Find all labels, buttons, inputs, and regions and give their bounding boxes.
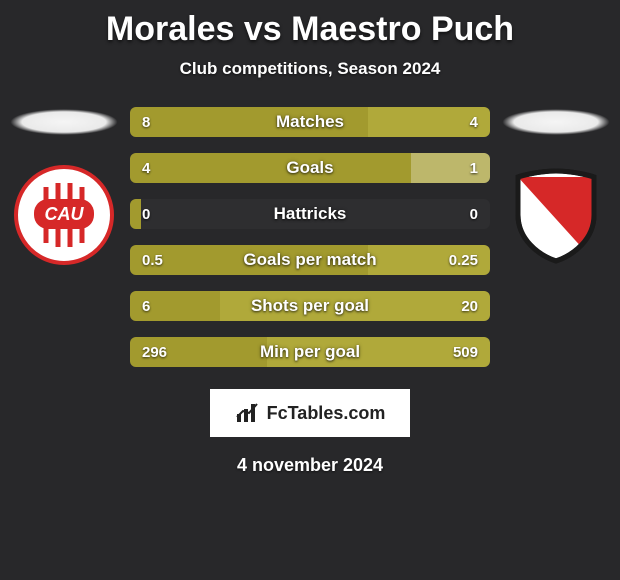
stat-row: 0.50.25Goals per match — [130, 245, 490, 275]
comparison-container: CAU 84Matches 41Goals 0 0Hattricks 0.50.25Go… — [0, 107, 620, 383]
stat-row: 296509Min per goal — [130, 337, 490, 367]
brand-watermark: FcTables.com — [210, 389, 410, 437]
footer-date: 4 november 2024 — [0, 455, 620, 476]
left-player-column: CAU — [4, 107, 124, 270]
stat-right-value: 0 — [470, 199, 478, 229]
stat-bar-left — [130, 153, 411, 183]
stat-bar-left — [130, 107, 368, 137]
stat-bars: 84Matches 41Goals 0 0Hattricks 0.50.25Goals … — [124, 107, 496, 383]
stat-bar-left — [130, 245, 368, 275]
stat-bar-right — [411, 153, 490, 183]
svg-text:CAU: CAU — [45, 204, 85, 224]
stat-row: 0 0Hattricks — [130, 199, 490, 229]
brand-chart-icon — [235, 400, 261, 426]
right-player-column — [496, 107, 616, 270]
right-team-crest — [506, 165, 606, 270]
stat-bar-left — [130, 291, 220, 321]
stat-row: 41Goals — [130, 153, 490, 183]
left-team-crest: CAU — [14, 165, 114, 270]
stat-bar-left — [130, 199, 141, 229]
stat-row: 620Shots per goal — [130, 291, 490, 321]
stat-bar-right — [368, 245, 490, 275]
brand-text: FcTables.com — [267, 403, 386, 424]
stat-bar-right — [368, 107, 490, 137]
page-subtitle: Club competitions, Season 2024 — [0, 59, 620, 79]
stat-bar-left — [130, 337, 267, 367]
stat-row: 84Matches — [130, 107, 490, 137]
stat-bar-right — [267, 337, 490, 367]
right-avatar-placeholder — [502, 109, 610, 135]
page-title: Morales vs Maestro Puch — [0, 0, 620, 49]
stat-left-value: 0 — [142, 199, 150, 229]
stat-bar-right — [220, 291, 490, 321]
stat-label: Hattricks — [130, 199, 490, 229]
left-avatar-placeholder — [10, 109, 118, 135]
